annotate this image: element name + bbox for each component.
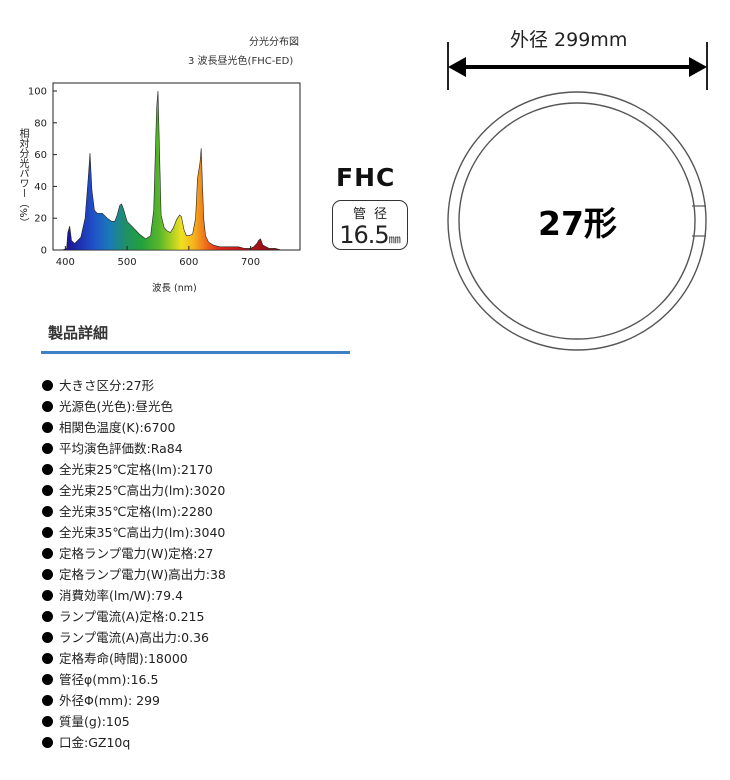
spec-item: 全光束35℃定格(lm):2280: [40, 501, 226, 522]
x-tick-label: 400: [56, 257, 75, 268]
spec-text: 平均演色評価数:Ra84: [59, 441, 183, 456]
spec-text: 全光束25℃定格(lm):2170: [59, 462, 213, 477]
section-divider: [41, 351, 350, 354]
spec-item: 定格ランプ電力(W)高出力:38: [40, 564, 226, 585]
x-axis: 400 500 600 700: [56, 246, 260, 268]
tube-diameter-number: 16.5: [339, 221, 389, 249]
y-tick-label: 100: [28, 87, 47, 98]
spec-text: 外径Φ(mm): 299: [59, 693, 160, 708]
y-axis-label: 相対分光パワー（%）: [17, 128, 28, 228]
ring-outer: [447, 91, 707, 351]
tube-diameter-badge: 管径 16.5㎜: [332, 200, 408, 250]
outer-diameter-label: 外径 299mm: [510, 29, 628, 51]
bullet-icon: [42, 590, 53, 601]
spec-text: 定格寿命(時間):18000: [59, 651, 188, 666]
y-tick-label: 0: [41, 246, 47, 257]
ring-lamp-diagram: [447, 42, 708, 351]
spec-text: ランプ電流(A)高出力:0.36: [59, 630, 209, 645]
y-tick-label: 40: [34, 182, 47, 193]
spec-item: 消費効率(lm/W):79.4: [40, 585, 226, 606]
spec-text: 管径φ(mm):16.5: [59, 672, 159, 687]
y-tick-label: 80: [34, 118, 47, 129]
spec-text: 相関色温度(K):6700: [59, 420, 176, 435]
section-title: 製品詳細: [48, 324, 109, 342]
ring-inner: [458, 102, 696, 340]
spec-item: 管径φ(mm):16.5: [40, 669, 226, 690]
chart-subtitle: 3 波長昼光色(FHC-ED): [188, 56, 294, 67]
spec-text: 質量(g):105: [59, 714, 130, 729]
spec-text: 定格ランプ電力(W)定格:27: [59, 546, 214, 561]
dimension-arrow-right: [689, 57, 707, 77]
spec-text: 消費効率(lm/W):79.4: [59, 588, 184, 603]
spec-item: 全光束35℃高出力(lm):3040: [40, 522, 226, 543]
spec-item: 平均演色評価数:Ra84: [40, 438, 226, 459]
bullet-icon: [42, 653, 53, 664]
spec-text: 光源色(光色):昼光色: [59, 399, 173, 414]
bullet-icon: [42, 737, 53, 748]
y-axis: 0 20 40 60 80 100: [28, 87, 57, 257]
bullet-icon: [42, 485, 53, 496]
spec-item: 定格寿命(時間):18000: [40, 648, 226, 669]
spectrum-area: [53, 90, 300, 251]
y-tick-label: 60: [34, 150, 47, 161]
dimension-arrow-left: [448, 57, 466, 77]
bullet-icon: [42, 695, 53, 706]
chart-title: 分光分布図: [249, 37, 299, 48]
tube-diameter-unit: ㎜: [388, 232, 401, 246]
bullet-icon: [42, 380, 53, 391]
bullet-icon: [42, 548, 53, 559]
spec-item: 相関色温度(K):6700: [40, 417, 226, 438]
bullet-icon: [42, 506, 53, 517]
tube-diameter-label: 管径: [352, 207, 395, 222]
spec-item: 質量(g):105: [40, 711, 226, 732]
spectral-chart: 0 20 40 60 80 100 400 500 600 700: [28, 82, 301, 268]
x-axis-label: 波長 (nm): [152, 283, 197, 294]
x-tick-label: 500: [118, 257, 137, 268]
tube-diameter-value: 16.5㎜: [333, 221, 407, 249]
bullet-icon: [42, 674, 53, 685]
spec-text: 全光束25℃高出力(lm):3020: [59, 483, 226, 498]
x-tick-label: 700: [241, 257, 260, 268]
bullet-icon: [42, 569, 53, 580]
x-tick-label: 600: [179, 257, 198, 268]
spec-text: 定格ランプ電力(W)高出力:38: [59, 567, 226, 582]
spec-item: 口金:GZ10q: [40, 732, 226, 753]
bullet-icon: [42, 611, 53, 622]
bullet-icon: [42, 527, 53, 538]
bullet-icon: [42, 716, 53, 727]
lamp-size-label: 27形: [538, 204, 617, 243]
fhc-title: FHC: [336, 163, 396, 192]
bullet-icon: [42, 401, 53, 412]
spec-item: ランプ電流(A)高出力:0.36: [40, 627, 226, 648]
spec-text: ランプ電流(A)定格:0.215: [59, 609, 205, 624]
bullet-icon: [42, 443, 53, 454]
spec-item: 全光束25℃定格(lm):2170: [40, 459, 226, 480]
bullet-icon: [42, 464, 53, 475]
spec-item: 全光束25℃高出力(lm):3020: [40, 480, 226, 501]
spec-item: 定格ランプ電力(W)定格:27: [40, 543, 226, 564]
spec-item: 大きさ区分:27形: [40, 375, 226, 396]
spec-item: ランプ電流(A)定格:0.215: [40, 606, 226, 627]
spec-text: 全光束35℃高出力(lm):3040: [59, 525, 226, 540]
y-tick-label: 20: [34, 214, 47, 225]
spec-text: 口金:GZ10q: [59, 735, 131, 750]
bullet-icon: [42, 632, 53, 643]
spec-list: 大きさ区分:27形光源色(光色):昼光色 相関色温度(K):6700 平均演色評価数…: [40, 375, 226, 753]
bullet-icon: [42, 422, 53, 433]
spec-text: 大きさ区分:27形: [59, 378, 155, 393]
spec-text: 全光束35℃定格(lm):2280: [59, 504, 213, 519]
spec-item: 外径Φ(mm): 299: [40, 690, 226, 711]
spec-item: 光源色(光色):昼光色: [40, 396, 226, 417]
